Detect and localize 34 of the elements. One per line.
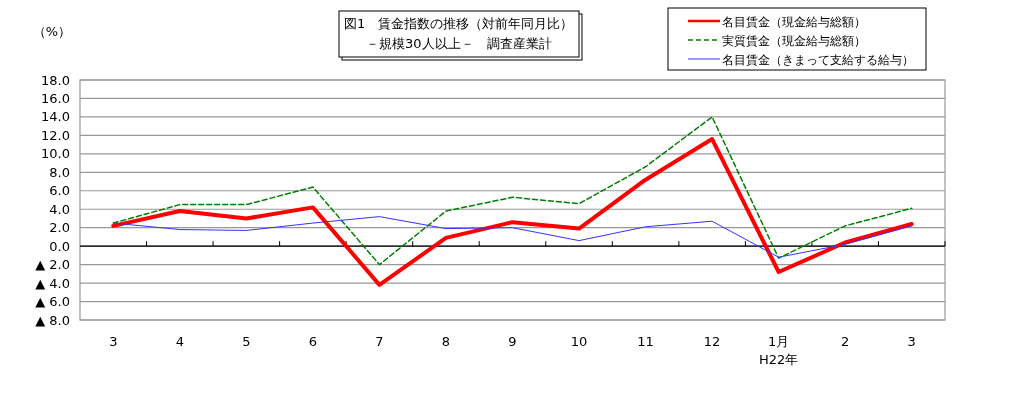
x-tick-label: 5: [242, 334, 251, 349]
legend-label: 名目賃金（現金給与総額）: [722, 14, 866, 29]
y-tick-label: 16.0: [41, 90, 70, 106]
y-tick-label: 18.0: [41, 72, 70, 88]
y-tick-label: 2.0: [49, 220, 70, 236]
x-tick-label: 3: [907, 334, 916, 349]
y-tick-label: 0.0: [49, 238, 70, 254]
x-tick-label: 4: [175, 334, 184, 349]
x-tick-label: 3: [109, 334, 118, 349]
y-tick-label: 6.0: [49, 183, 70, 199]
x-tick-label: 9: [508, 334, 517, 349]
x-tick-label: 2: [841, 334, 850, 349]
y-tick-label: ▲ 8.0: [35, 312, 70, 328]
chart-title: 図1 賃金指数の推移（対前年同月比）: [344, 16, 574, 31]
y-tick-label: ▲ 4.0: [35, 275, 70, 291]
y-tick-label: 12.0: [41, 127, 70, 143]
y-tick-label: 8.0: [49, 164, 70, 180]
y-tick-label: ▲ 2.0: [35, 257, 70, 273]
y-tick-label: 10.0: [41, 146, 70, 162]
title: 図1 賃金指数の推移（対前年同月比） －規模30人以上－ 調査産業計: [338, 10, 583, 61]
x-tick-label: 12: [703, 334, 721, 349]
chart-subtitle: －規模30人以上－ 調査産業計: [366, 36, 552, 51]
y-axis-title: （%）: [32, 24, 72, 39]
x-tick-label: 1月 H22年: [758, 334, 799, 367]
legend-label: 実質賃金（現金給与総額）: [722, 33, 866, 48]
y-tick-label: 4.0: [49, 201, 70, 217]
legend-label: 名目賃金（きまって支給する給与）: [722, 52, 914, 67]
y-tick-label: ▲ 6.0: [35, 294, 70, 310]
y-tick-label: 14.0: [41, 109, 70, 125]
x-tick-label: 10: [570, 334, 588, 349]
x-tick-label: 6: [308, 334, 318, 349]
x-tick-label: 8: [441, 334, 451, 349]
x-tick-label: 11: [637, 334, 654, 349]
x-tick-label: 7: [375, 334, 384, 349]
